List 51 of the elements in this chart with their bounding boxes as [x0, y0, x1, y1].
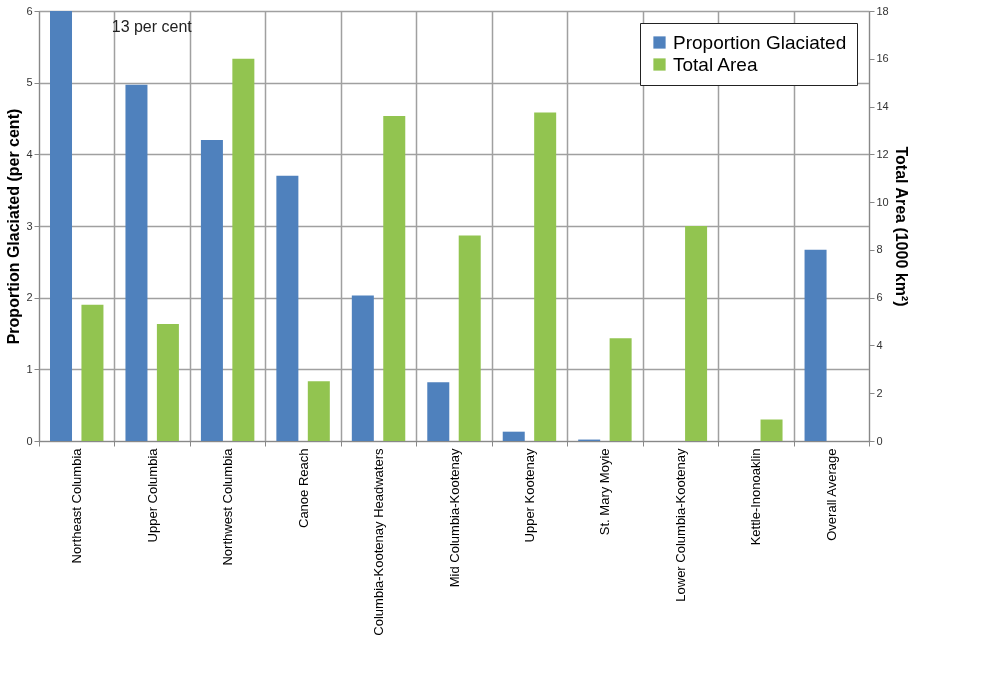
y2-tick-label: 10 [876, 195, 889, 208]
y-tick-label: 2 [26, 291, 33, 304]
y2-tick-label: 12 [876, 147, 889, 160]
x-tick-label: Northeast Columbia [69, 447, 85, 564]
y2-tick-label: 6 [876, 291, 883, 304]
y-tick-label: 6 [26, 4, 33, 17]
bar [232, 58, 255, 441]
x-tick-label: Canoe Reach [295, 448, 311, 528]
bar [685, 226, 708, 441]
y-tick-label: 1 [26, 362, 33, 375]
y2-axis-title: Total Area (1000 km²) [892, 146, 910, 307]
bar [804, 249, 827, 441]
bar [351, 295, 374, 441]
bar [156, 323, 179, 441]
bar [502, 431, 525, 441]
x-tick-label: Columbia-Kootenay Headwaters [371, 448, 387, 636]
bar [125, 84, 148, 441]
bar [427, 382, 450, 441]
y2-tick-label: 16 [876, 52, 889, 65]
bar [200, 140, 223, 441]
x-tick-label: Lower Columbia-Kootenay [672, 448, 688, 602]
bar [760, 419, 783, 441]
y-axis-title: Proportion Glaciated (per cent) [5, 108, 23, 345]
y2-tick-label: 14 [876, 100, 889, 113]
bar [50, 11, 73, 441]
y-tick-label: 3 [26, 219, 33, 232]
x-tick-label: St. Mary Moyie [597, 448, 613, 536]
y-tick-label: 0 [26, 434, 33, 447]
y-tick-label: 5 [26, 76, 33, 89]
bar [307, 381, 330, 441]
x-tick-label: Mid Columbia-Kootenay [446, 448, 462, 588]
y2-tick-label: 2 [876, 386, 883, 399]
bar [458, 235, 481, 441]
x-tick-label: Overall Average [823, 448, 839, 541]
x-tick-label: Upper Columbia [144, 447, 160, 543]
annotation: 13 per cent [111, 18, 193, 35]
y2-tick-label: 8 [876, 243, 883, 256]
y2-tick-label: 4 [876, 338, 883, 351]
y2-tick-label: 0 [876, 434, 883, 447]
y-tick-label: 4 [26, 147, 33, 160]
y2-tick-label: 18 [876, 4, 889, 17]
bar [534, 112, 557, 441]
legend-label: Proportion Glaciated [673, 31, 847, 53]
bar [81, 304, 104, 441]
legend-label: Total Area [673, 53, 758, 75]
x-tick-label: Kettle-Inonoaklin [748, 448, 764, 546]
bar [383, 116, 406, 441]
bar [276, 175, 299, 441]
bar [609, 338, 632, 441]
x-tick-label: Upper Kootenay [521, 448, 537, 543]
x-tick-label: Northwest Columbia [220, 447, 236, 566]
